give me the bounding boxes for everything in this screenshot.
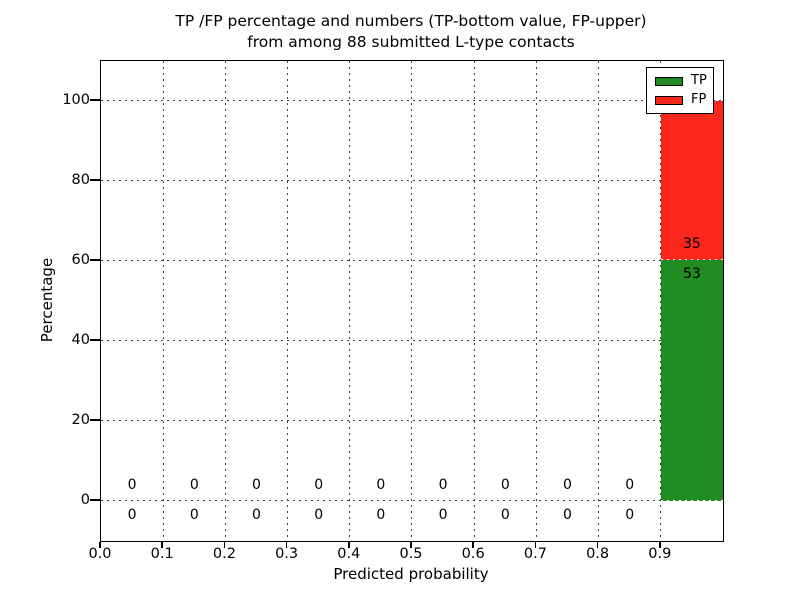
tp-legend-label: TP — [691, 73, 707, 88]
y-tick-mark — [90, 339, 100, 341]
chart-title: TP /FP percentage and numbers (TP-bottom… — [100, 11, 722, 53]
y-axis-label: Percentage — [38, 257, 56, 343]
fp-count-label: 0 — [438, 477, 448, 493]
x-tick-mark — [223, 542, 226, 548]
fp-count-label: 35 — [682, 236, 701, 253]
bar-base-line — [660, 500, 723, 503]
y-tick-label: 20 — [71, 412, 90, 428]
fp-count-label: 0 — [252, 477, 261, 493]
fp-bar — [660, 101, 723, 261]
x-tick-mark — [659, 542, 661, 548]
tp-count-label: 0 — [376, 507, 386, 523]
tp-count-label: 0 — [127, 507, 137, 523]
y-tick-label: 100 — [62, 92, 90, 108]
fp-count-label: 0 — [563, 477, 572, 493]
x-tick-mark — [596, 542, 599, 548]
fp-legend-swatch — [655, 95, 683, 105]
tp-count-label: 0 — [563, 507, 572, 523]
legend-item-tp: TP — [655, 74, 713, 88]
x-tick-label: 0.6 — [461, 546, 485, 562]
x-tick-label: 0.9 — [648, 546, 672, 562]
y-tick-mark — [90, 259, 100, 261]
x-tick-label: 0.0 — [88, 546, 112, 562]
gridline-vertical — [162, 61, 165, 541]
tp-count-label: 53 — [682, 266, 701, 283]
x-tick-mark — [161, 542, 163, 548]
y-tick-label: 80 — [71, 172, 90, 188]
tp-count-label: 0 — [625, 507, 635, 523]
x-tick-label: 0.4 — [337, 546, 361, 562]
legend: TP FP — [646, 67, 714, 114]
x-axis-label: Predicted probability — [333, 565, 489, 583]
gridline-vertical — [473, 61, 476, 541]
gridline-vertical — [349, 61, 352, 541]
x-tick-mark — [348, 542, 350, 548]
x-tick-label: 0.7 — [523, 546, 547, 562]
x-tick-label: 0.5 — [399, 546, 423, 562]
x-tick-mark — [410, 542, 412, 548]
x-tick-label: 0.8 — [586, 546, 610, 562]
tp-count-label: 0 — [252, 507, 261, 523]
x-tick-mark — [472, 542, 474, 548]
tp-count-label: 0 — [500, 507, 510, 523]
fp-count-label: 0 — [189, 477, 199, 493]
x-tick-label: 0.2 — [212, 546, 236, 562]
tp-count-label: 0 — [438, 507, 448, 523]
fp-count-label: 0 — [314, 477, 324, 493]
x-tick-mark — [99, 542, 101, 548]
chart-title-line1: TP /FP percentage and numbers (TP-bottom… — [175, 12, 647, 30]
gridline-vertical — [535, 61, 538, 541]
x-tick-label: 0.1 — [150, 546, 174, 562]
gridline-vertical — [224, 61, 227, 541]
legend-item-fp: FP — [655, 93, 713, 107]
gridline-vertical — [597, 61, 600, 541]
y-tick-mark — [90, 179, 100, 181]
y-tick-mark — [90, 99, 100, 101]
tp-bar — [660, 260, 723, 501]
chart-title-line2: from among 88 submitted L-type contacts — [247, 33, 575, 51]
fp-count-label: 0 — [376, 477, 386, 493]
gridline-vertical — [411, 61, 414, 541]
tp-count-label: 0 — [189, 507, 199, 523]
y-tick-mark — [90, 419, 100, 421]
fp-legend-label: FP — [691, 92, 707, 107]
bar-segment-divider — [660, 259, 723, 262]
tp-legend-swatch — [655, 76, 683, 86]
gridline-vertical — [660, 61, 663, 541]
fp-count-label: 0 — [127, 477, 137, 493]
y-tick-label: 40 — [71, 332, 90, 348]
x-tick-label: 0.3 — [275, 546, 299, 562]
x-tick-mark — [534, 542, 537, 548]
y-tick-mark — [90, 499, 100, 501]
gridline-vertical — [286, 61, 289, 541]
y-tick-label: 0 — [80, 492, 90, 508]
y-tick-label: 60 — [71, 252, 90, 268]
tp-count-label: 0 — [314, 507, 324, 523]
fp-count-label: 0 — [500, 477, 510, 493]
x-tick-mark — [285, 542, 288, 548]
plot-area: TP FP 0 0 0 0 0 0 0 0 0 0 0 0 0 0 0 0 0 0 35 53 — [100, 60, 724, 542]
fp-count-label: 0 — [625, 477, 635, 493]
